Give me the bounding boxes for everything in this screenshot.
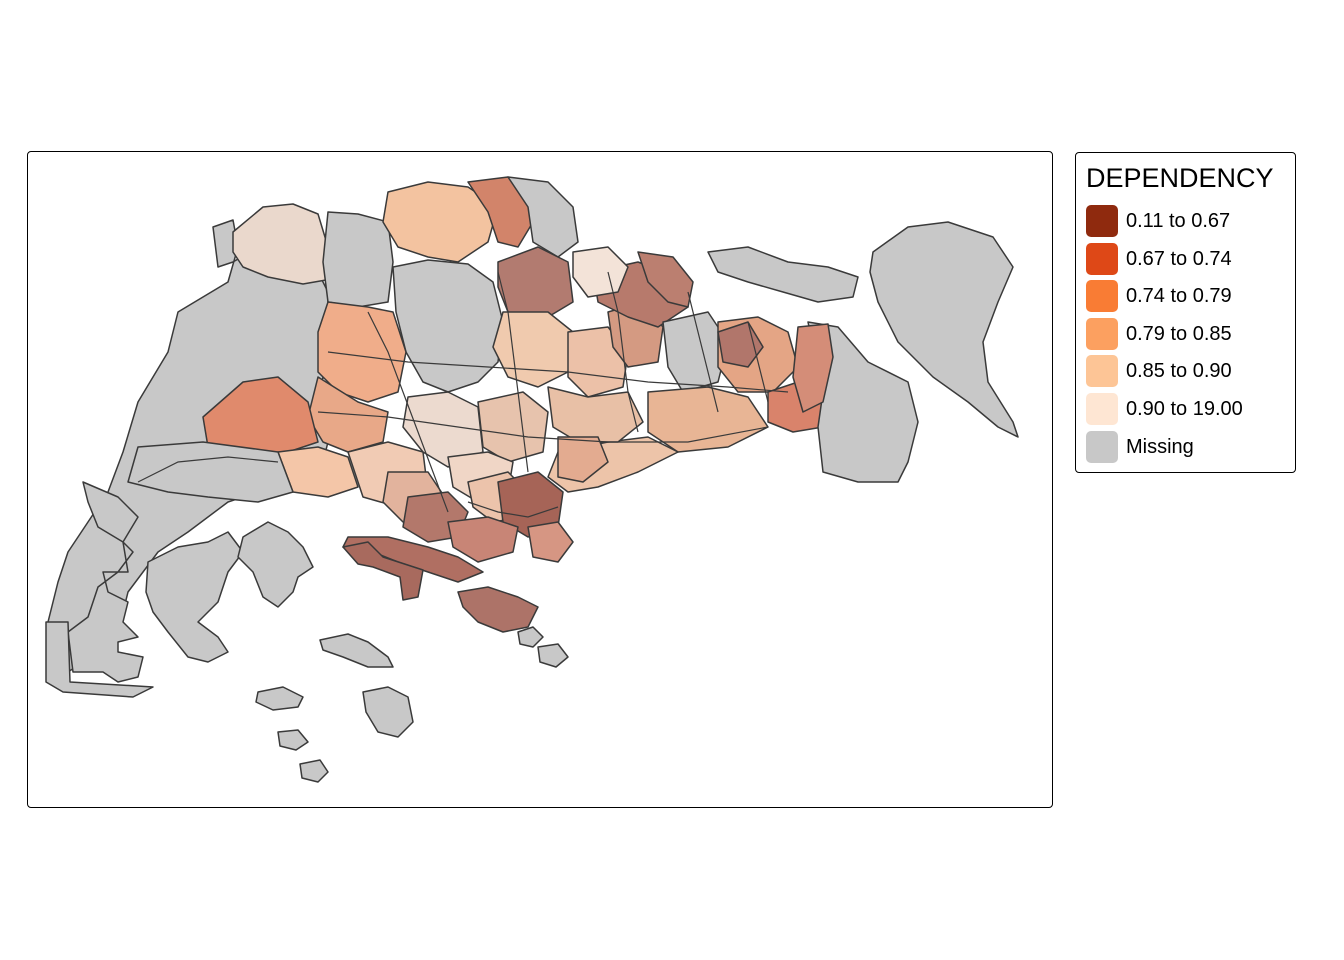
legend-label: 0.90 to 19.00: [1126, 397, 1243, 420]
legend-item: 0.11 to 0.67: [1086, 205, 1230, 237]
region-island-2: [255, 686, 304, 711]
legend-swatch: [1086, 205, 1118, 237]
region-pasir-ris: [717, 321, 764, 368]
boundary-line: [607, 271, 639, 433]
region-changi-strip: [792, 323, 834, 413]
legend-item: 0.74 to 0.79: [1086, 280, 1232, 312]
legend-title: DEPENDENCY: [1086, 163, 1274, 193]
region-island-4: [277, 729, 309, 751]
legend-swatch: [1086, 393, 1118, 425]
legend-label: Missing: [1126, 435, 1194, 458]
boundary-line: [327, 351, 789, 393]
region-toa-payoh: [477, 391, 549, 463]
region-island-6: [517, 626, 544, 648]
region-yishun: [497, 246, 574, 318]
region-outram: [447, 516, 519, 563]
region-woodlands: [382, 181, 499, 263]
boundary-line: [317, 411, 769, 443]
region-tuas-south: [45, 621, 154, 698]
region-jurong-island-east: [237, 521, 314, 608]
region-choa-chu-kang: [317, 301, 407, 403]
legend-item: 0.67 to 0.74: [1086, 243, 1232, 275]
legend-swatch: [1086, 318, 1118, 350]
region-pulau-tekong: [869, 221, 1019, 438]
region-ang-mo-kio: [492, 311, 574, 388]
region-island-7: [537, 643, 569, 668]
legend-item: 0.85 to 0.90: [1086, 355, 1232, 387]
region-island-1: [319, 633, 394, 668]
legend-label: 0.85 to 0.90: [1126, 359, 1232, 382]
boundary-line: [137, 456, 279, 483]
region-bedok: [647, 386, 769, 453]
region-keppel-pier: [342, 541, 424, 601]
region-changi-missing: [807, 321, 919, 483]
legend-label: 0.79 to 0.85: [1126, 322, 1232, 345]
region-tuas-missing: [67, 481, 144, 683]
legend-swatch: [1086, 243, 1118, 275]
region-sentosa: [457, 586, 539, 633]
legend-item: Missing: [1086, 431, 1194, 463]
region-punggol: [637, 251, 694, 308]
region-island-5: [299, 759, 329, 783]
boundary-line: [497, 271, 529, 473]
map-panel: [27, 151, 1053, 808]
boundary-line: [747, 321, 769, 403]
boundary-line: [367, 311, 449, 513]
choropleth-map: [45, 176, 1019, 783]
region-marina-south: [527, 521, 574, 563]
legend-swatch: [1086, 280, 1118, 312]
legend-swatch: [1086, 355, 1118, 387]
legend-item: 0.79 to 0.85: [1086, 318, 1232, 350]
legend-swatch: [1086, 431, 1118, 463]
region-paya-lebar: [662, 311, 729, 393]
region-jurong-island: [145, 531, 244, 663]
legend-item: 0.90 to 19.00: [1086, 393, 1243, 425]
boundary-line: [687, 291, 719, 413]
region-seletar: [572, 246, 629, 298]
region-catchment-west: [322, 211, 394, 308]
region-pulau-ubin: [707, 246, 859, 303]
boundary-line: [467, 501, 559, 518]
legend-label: 0.74 to 0.79: [1126, 284, 1232, 307]
map-legend: DEPENDENCY 0.11 to 0.67 0.67 to 0.74 0.7…: [1075, 152, 1296, 473]
region-kallang: [557, 436, 609, 483]
region-island-3: [362, 686, 414, 738]
legend-label: 0.67 to 0.74: [1126, 247, 1232, 270]
region-geylang: [547, 386, 644, 443]
region-central-catchment: [392, 259, 504, 393]
legend-label: 0.11 to 0.67: [1126, 209, 1231, 232]
region-simpang: [507, 176, 579, 258]
region-pioneer: [127, 441, 294, 503]
